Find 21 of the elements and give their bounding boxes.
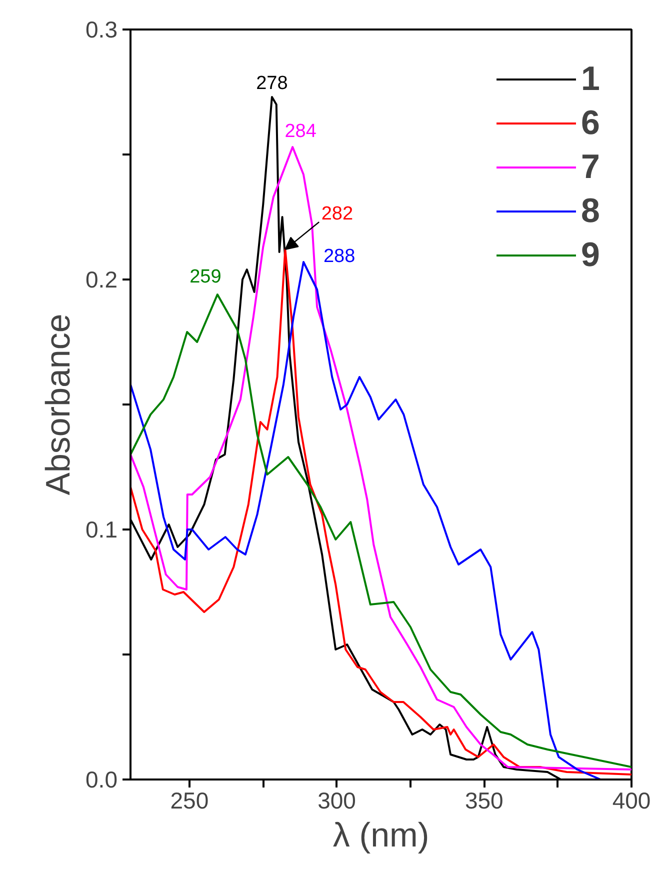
annotation: 259 (190, 266, 222, 288)
annotation: 284 (284, 121, 317, 142)
x-tick-label: 400 (612, 788, 651, 814)
line-series (130, 146, 632, 770)
x-axis-title: λ (nm) (332, 816, 430, 854)
y-axis-title: Absorbance (40, 314, 78, 496)
legend-label: 1 (581, 59, 601, 99)
y-tick-label: 0.2 (86, 266, 118, 292)
annotation: 288 (323, 246, 356, 267)
annotation: 278 (256, 73, 288, 94)
y-tick-label: 0.1 (86, 516, 118, 542)
y-tick-label: 0.0 (86, 766, 118, 792)
legend-label: 9 (581, 235, 601, 275)
annotation: 282 (321, 204, 354, 224)
legend-label: 8 (581, 191, 601, 231)
x-tick-label: 250 (170, 788, 209, 814)
legend-label: 6 (581, 103, 601, 143)
x-tick-label: 300 (318, 788, 356, 814)
legend-label: 7 (581, 147, 601, 187)
y-tick-label: 0.3 (86, 16, 118, 42)
x-tick-label: 350 (464, 788, 504, 814)
